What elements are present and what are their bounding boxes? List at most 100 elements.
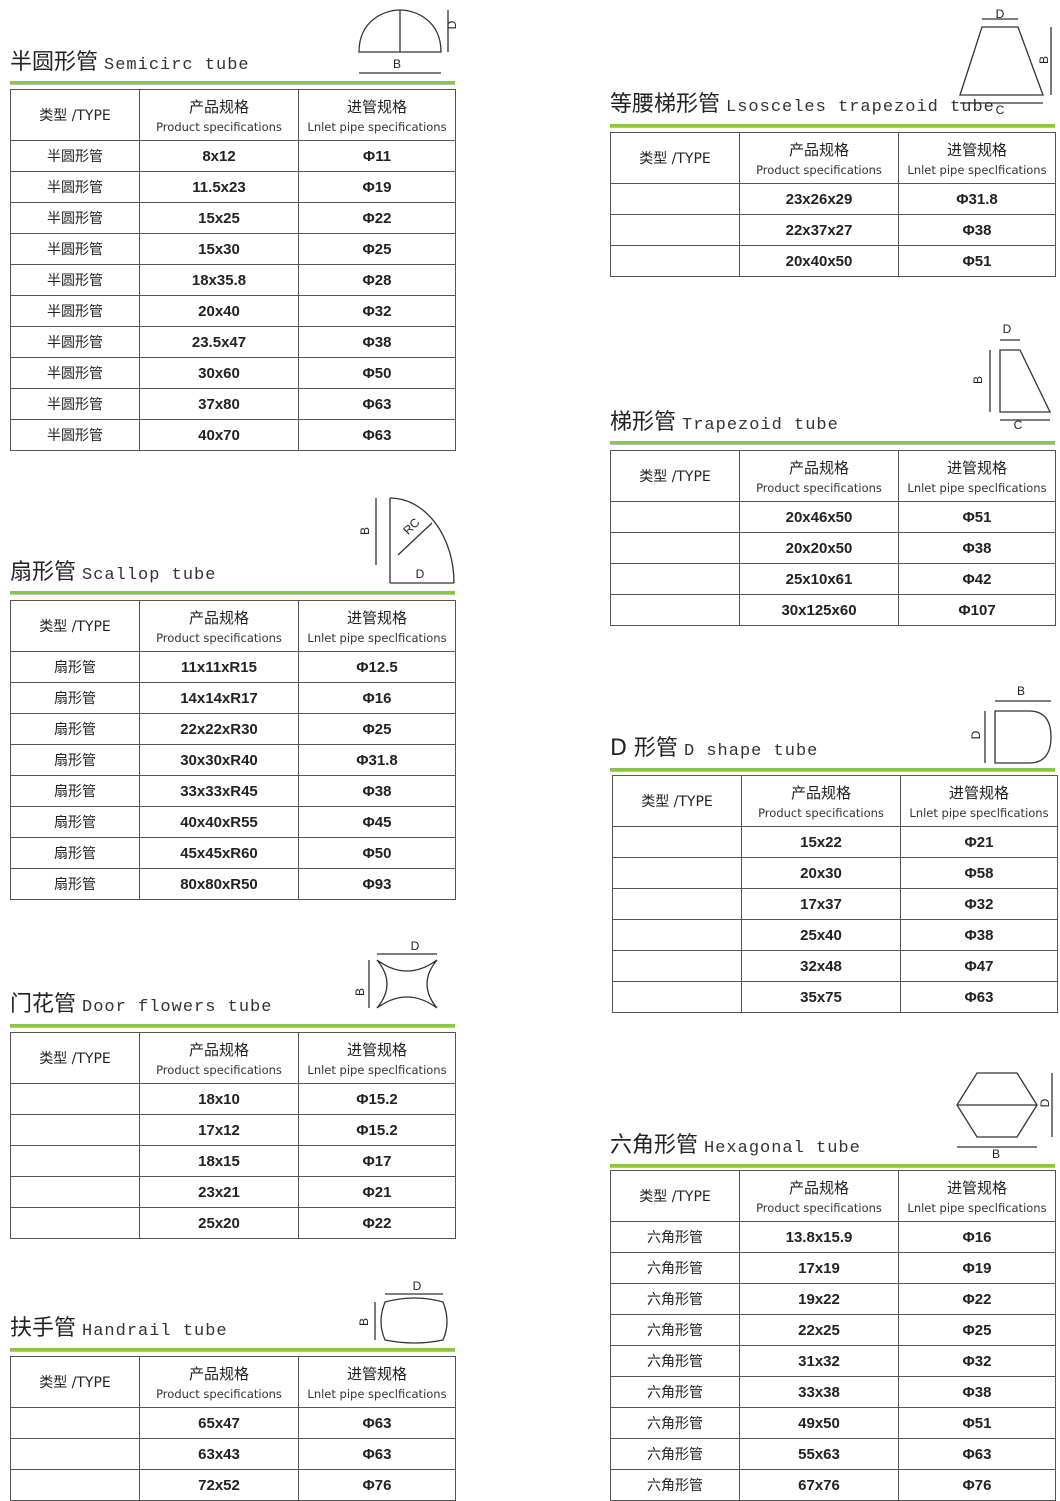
header-en: Lnlet pipe speclfications xyxy=(307,1063,447,1077)
header-en: Product specifications xyxy=(756,481,882,495)
inlet-cell: Φ38 xyxy=(298,326,456,358)
table-row: 六角形管 19x22 Φ22 xyxy=(610,1283,1056,1315)
inlet-cell: Φ21 xyxy=(900,826,1058,858)
table-row: 扇形管 14x14xR17 Φ16 xyxy=(10,682,456,714)
title-rule xyxy=(10,81,455,85)
spec-cell: 40x70 xyxy=(139,419,299,451)
section-title: 扇形管 Scallop tube xyxy=(10,554,216,586)
type-cell xyxy=(612,826,742,858)
title-rule xyxy=(610,441,1055,445)
inlet-cell: Φ32 xyxy=(898,1345,1056,1377)
spec-cell: 19x22 xyxy=(739,1283,899,1315)
table-row: 半圆形管 37x80 Φ63 xyxy=(10,388,456,420)
title-cn: 六角形管 xyxy=(610,1133,699,1158)
spec-cell: 63x43 xyxy=(139,1438,299,1470)
table-row: 25x20 Φ22 xyxy=(10,1207,456,1239)
inlet-cell: Φ22 xyxy=(298,1207,456,1239)
inlet-cell: Φ38 xyxy=(898,532,1056,564)
table-body: 类型 /TYPE 产品规格 Product specifications 进管规格 Ln… xyxy=(10,1032,456,1239)
spec-cell: 22x37x27 xyxy=(739,214,899,246)
inlet-cell: Φ32 xyxy=(900,888,1058,920)
table-row: 六角形管 31x32 Φ32 xyxy=(610,1345,1056,1377)
header-cell: 产品规格 Product specifications xyxy=(139,89,299,141)
inlet-cell: Φ31.8 xyxy=(298,744,456,776)
type-cell xyxy=(10,1083,140,1115)
spec-cell: 23x21 xyxy=(139,1176,299,1208)
table-row: 72x52 Φ76 xyxy=(10,1469,456,1501)
header-cell: 类型 /TYPE xyxy=(610,132,740,184)
header-cell: 产品规格 Product specifications xyxy=(741,775,901,827)
type-cell: 六角形管 xyxy=(610,1221,740,1253)
title-rule xyxy=(10,591,455,595)
diagram-label: B xyxy=(353,988,367,996)
type-cell xyxy=(612,888,742,920)
inlet-cell: Φ22 xyxy=(298,202,456,234)
header-cell: 进管规格 Lnlet pipe speclfications xyxy=(298,1356,456,1408)
header-en: Product specifications xyxy=(756,163,882,177)
table-row: 六角形管 55x63 Φ63 xyxy=(610,1438,1056,1470)
table-row: 35x75 Φ63 xyxy=(612,981,1058,1013)
title-cn: D 形管 xyxy=(610,736,678,761)
header-cn: 进管规格 xyxy=(946,1179,1007,1197)
table: 类型 /TYPE 产品规格 Product specifications 进管规格 Ln… xyxy=(10,1032,456,1239)
table: 类型 /TYPE 产品规格 Product specifications 进管规格 Ln… xyxy=(10,600,456,900)
spec-cell: 18x15 xyxy=(139,1145,299,1177)
inlet-cell: Φ16 xyxy=(898,1221,1056,1253)
title-rule xyxy=(10,1348,455,1352)
diagram-label: B xyxy=(1037,56,1051,64)
type-cell xyxy=(612,981,742,1013)
type-cell: 六角形管 xyxy=(610,1407,740,1439)
inlet-cell: Φ51 xyxy=(898,245,1056,277)
inlet-cell: Φ50 xyxy=(298,357,456,389)
header-cell: 进管规格 Lnlet pipe speclfications xyxy=(898,132,1056,184)
type-cell xyxy=(10,1407,140,1439)
table-row: 17x12 Φ15.2 xyxy=(10,1114,456,1146)
inlet-cell: Φ15.2 xyxy=(298,1083,456,1115)
inlet-cell: Φ28 xyxy=(298,264,456,296)
table-row: 23x21 Φ21 xyxy=(10,1176,456,1208)
type-cell: 半圆形管 xyxy=(10,202,140,234)
table-row: 六角形管 49x50 Φ51 xyxy=(610,1407,1056,1439)
table-row: 半圆形管 40x70 Φ63 xyxy=(10,419,456,451)
type-cell xyxy=(10,1438,140,1470)
header-cn: 进管规格 xyxy=(346,609,407,627)
spec-cell: 25x40 xyxy=(741,919,901,951)
header-en: Lnlet pipe speclfications xyxy=(907,163,1047,177)
header-cell: 进管规格 Lnlet pipe speclfications xyxy=(298,600,456,652)
spec-cell: 15x25 xyxy=(139,202,299,234)
type-cell xyxy=(10,1207,140,1239)
inlet-cell: Φ63 xyxy=(298,1438,456,1470)
inlet-cell: Φ16 xyxy=(298,682,456,714)
title-en: Lsosceles trapezoid tube xyxy=(726,98,995,117)
header-cn: 产品规格 xyxy=(788,141,849,159)
spec-cell: 17x19 xyxy=(739,1252,899,1284)
table-row: 32x48 Φ47 xyxy=(612,950,1058,982)
diagram: B D xyxy=(969,684,1052,764)
table-row: 20x20x50 Φ38 xyxy=(610,532,1056,564)
table-row: 扇形管 11x11xR15 Φ12.5 xyxy=(10,651,456,683)
spec-table: 类型 /TYPE 产品规格 Product specifications 进管规格 Ln… xyxy=(10,1032,456,1239)
header-cell: 产品规格 Product specifications xyxy=(739,132,899,184)
title-en: Trapezoid tube xyxy=(682,416,839,435)
inlet-cell: Φ32 xyxy=(298,295,456,327)
header-cell: 类型 /TYPE xyxy=(10,1032,140,1084)
diagram-label: B xyxy=(992,1147,1000,1161)
inlet-cell: Φ51 xyxy=(898,501,1056,533)
header-cell: 进管规格 Lnlet pipe speclfications xyxy=(900,775,1058,827)
header-cn: 产品规格 xyxy=(788,459,849,477)
header-cn: 进管规格 xyxy=(346,1365,407,1383)
spec-cell: 80x80xR50 xyxy=(139,868,299,900)
table-row: 半圆形管 18x35.8 Φ28 xyxy=(10,264,456,296)
table-row: 扇形管 22x22xR30 Φ25 xyxy=(10,713,456,745)
spec-cell: 33x33xR45 xyxy=(139,775,299,807)
type-cell: 扇形管 xyxy=(10,651,140,683)
header-cell: 产品规格 Product specifications xyxy=(139,1356,299,1408)
inlet-cell: Φ38 xyxy=(898,214,1056,246)
header-en: Product specifications xyxy=(156,631,282,645)
table: 类型 /TYPE 产品规格 Product specifications 进管规格 Ln… xyxy=(612,775,1058,1013)
spec-cell: 8x12 xyxy=(139,140,299,172)
title-en: Semicirc tube xyxy=(104,56,250,75)
inlet-cell: Φ19 xyxy=(298,171,456,203)
header-en: Lnlet pipe speclfications xyxy=(907,1201,1047,1215)
type-cell: 六角形管 xyxy=(610,1345,740,1377)
